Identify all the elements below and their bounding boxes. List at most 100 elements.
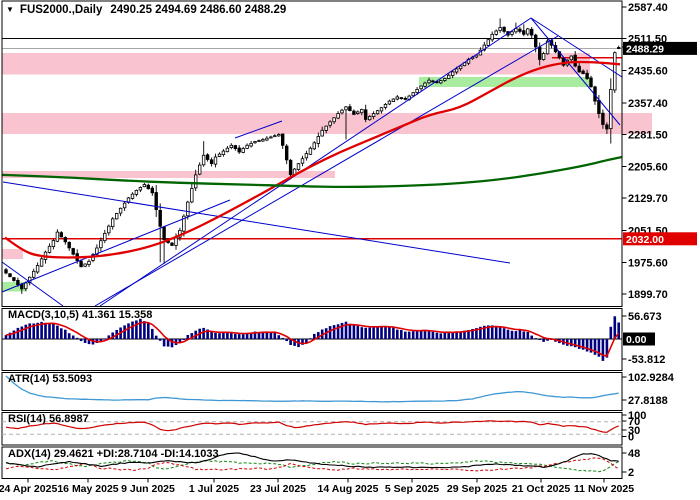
macd-bar xyxy=(79,339,83,342)
trendline[interactable] xyxy=(530,17,621,126)
candle-body xyxy=(498,27,502,31)
candle-body xyxy=(427,79,431,84)
axis-label: 21 Oct 2025 xyxy=(512,483,571,495)
atr-line xyxy=(5,375,619,403)
macd-bar xyxy=(518,329,522,339)
candle-body xyxy=(265,137,269,141)
candle-body xyxy=(8,273,12,278)
candle-body xyxy=(158,209,162,227)
trendline[interactable] xyxy=(2,181,511,264)
candle-body xyxy=(399,97,403,99)
symbol-dropdown-icon[interactable]: ▼ xyxy=(6,4,14,14)
macd-bar xyxy=(301,339,304,345)
macd-bar xyxy=(162,339,166,347)
axis-label: -53.812 xyxy=(628,354,665,366)
main-chart-frame xyxy=(1,0,623,307)
macd-bar xyxy=(494,326,498,339)
macd-bar xyxy=(4,335,8,339)
macd-bar xyxy=(435,332,439,339)
macd-bar xyxy=(534,338,537,340)
macd-bar xyxy=(593,339,597,355)
macd-bar xyxy=(24,324,28,339)
macd-bar xyxy=(28,323,31,339)
macd-bar xyxy=(309,338,312,340)
axis-label: 16 May 2025 xyxy=(57,483,118,495)
candle-body xyxy=(63,237,67,243)
macd-bar xyxy=(16,327,20,339)
macd-bar xyxy=(67,333,71,339)
axis-label: 100 xyxy=(628,410,646,422)
candle-body xyxy=(609,89,613,130)
macd-bar xyxy=(372,327,375,339)
chart-title: ▼ FUS2000.,Daily 2490.25 2494.69 2486.60… xyxy=(6,3,286,16)
candle-body xyxy=(288,159,293,176)
candle-body xyxy=(411,92,415,97)
adx-main-line xyxy=(5,452,619,469)
adx-frame xyxy=(1,446,623,479)
macd-bar xyxy=(249,332,253,339)
trendline[interactable] xyxy=(1,199,231,293)
candle-body xyxy=(71,248,75,255)
axis-label: 2357.40 xyxy=(628,98,668,110)
ma-fast-line[interactable] xyxy=(4,60,621,259)
macd-zero-badge-bg xyxy=(623,332,655,346)
macd-bar xyxy=(352,325,356,339)
candle-body xyxy=(605,124,609,130)
axis-label: 11 Nov 2025 xyxy=(574,483,634,495)
candle-body xyxy=(47,245,52,253)
trendline[interactable] xyxy=(94,35,559,307)
candle-body xyxy=(585,72,589,79)
macd-bar xyxy=(423,329,427,339)
candle-body xyxy=(403,97,407,100)
candle-body xyxy=(170,242,174,246)
candle-body xyxy=(450,71,455,76)
candle-body xyxy=(146,184,150,190)
candle-body xyxy=(581,70,585,74)
trendline[interactable] xyxy=(234,120,283,139)
macd-bar xyxy=(530,335,533,339)
macd-bar xyxy=(99,339,103,342)
macd-bar xyxy=(407,331,411,339)
candle-body xyxy=(431,80,435,83)
macd-bar xyxy=(12,330,16,339)
macd-bar xyxy=(178,339,182,343)
macd-bar xyxy=(443,332,447,339)
candle-body xyxy=(371,113,376,117)
candle-body xyxy=(32,270,36,278)
candle-body xyxy=(545,40,550,55)
candle-body xyxy=(360,109,364,114)
macd-bar xyxy=(281,337,284,339)
macd-bar xyxy=(277,335,281,339)
trendline[interactable] xyxy=(530,17,623,78)
zone-pink xyxy=(2,113,652,135)
macd-bar xyxy=(585,339,589,352)
candle-body xyxy=(308,147,313,155)
ma-slow-line[interactable] xyxy=(1,155,623,189)
candle-body xyxy=(12,277,16,281)
macd-bar xyxy=(400,330,403,339)
macd-bar xyxy=(506,329,510,339)
macd-bar xyxy=(392,327,395,339)
candle-body xyxy=(569,55,573,61)
atr-frame xyxy=(1,372,623,411)
candle-body xyxy=(205,154,210,160)
macd-bar xyxy=(455,331,458,339)
candle-body xyxy=(190,188,194,203)
candle-body xyxy=(522,30,526,35)
trendline[interactable] xyxy=(1,261,64,307)
macd-bar xyxy=(514,331,518,339)
macd-bar xyxy=(75,337,79,339)
macd-bar xyxy=(166,339,170,347)
candle-body xyxy=(122,202,127,209)
axis-label: 27.8188 xyxy=(628,395,668,407)
macd-bar xyxy=(317,332,320,339)
macd-bar xyxy=(415,331,419,339)
axis-label: 48 xyxy=(628,448,640,460)
macd-bar xyxy=(151,328,154,339)
axis-label: 2435.60 xyxy=(628,65,668,77)
macd-bar xyxy=(289,339,292,345)
trendline[interactable] xyxy=(99,17,532,307)
macd-bar xyxy=(210,332,213,339)
